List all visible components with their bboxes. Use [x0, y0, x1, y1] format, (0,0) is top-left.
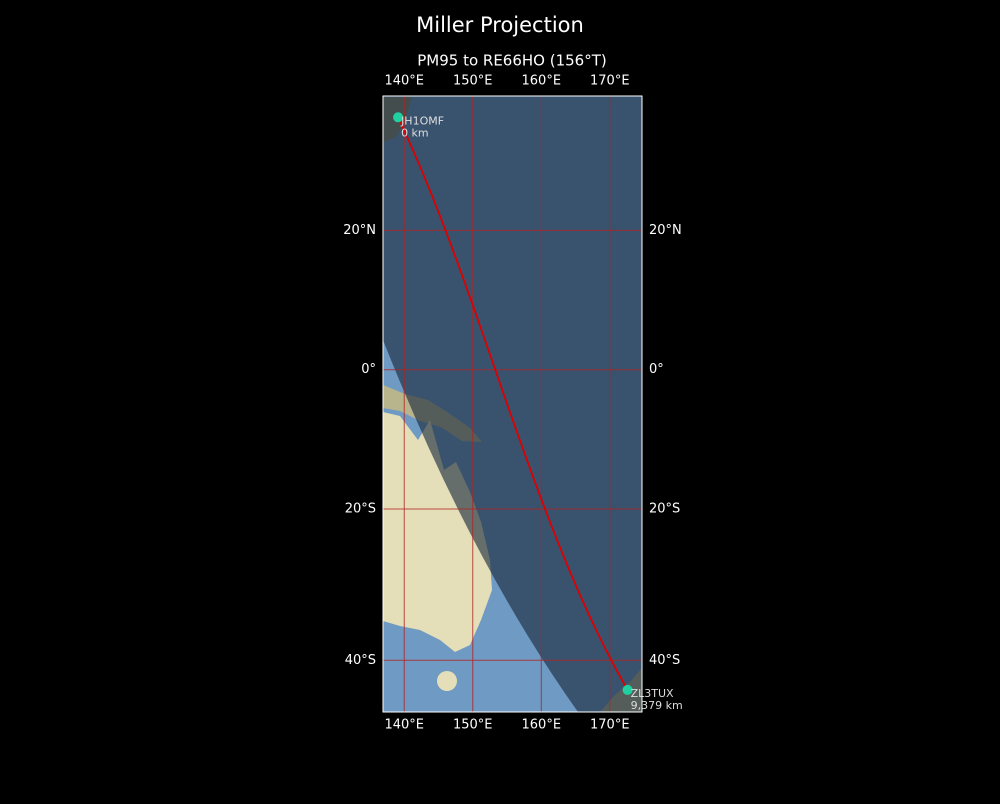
australia	[383, 412, 492, 652]
station-distance: 9,379 km	[631, 699, 683, 712]
y-tick-label: 40°S	[649, 653, 680, 668]
x-tick-label: 140°E	[384, 74, 424, 89]
y-tick-label: 20°S	[345, 502, 376, 517]
basemap	[383, 96, 642, 712]
x-tick-label: 150°E	[453, 718, 493, 733]
map-subtitle: PM95 to RE66HO (156°T)	[417, 52, 607, 70]
map-layer: 140°E 140°E 150°E 150°E 160°E 160°E 170°E 170°E…	[343, 74, 682, 733]
station-distance: 0 km	[401, 126, 429, 139]
y-tick-label: 40°S	[345, 653, 376, 668]
y-tick-label: 20°N	[343, 223, 376, 238]
station-label: JH1OMF	[400, 114, 444, 127]
station-point	[393, 112, 404, 123]
x-tick-label: 160°E	[522, 718, 562, 733]
y-tick-label: 0°	[649, 362, 664, 377]
y-tick-label: 0°	[361, 362, 376, 377]
station-point	[622, 684, 633, 695]
great-circle-path	[397, 116, 629, 691]
y-tick-label: 20°N	[649, 223, 682, 238]
x-tick-label: 150°E	[453, 74, 493, 89]
y-tick-label: 20°S	[649, 502, 680, 517]
frame	[382, 95, 643, 713]
night-shading	[383, 96, 642, 712]
x-tick-label: 170°E	[590, 718, 630, 733]
x-tick-label: 160°E	[522, 74, 562, 89]
x-tick-label: 140°E	[384, 718, 424, 733]
figure-title: Miller Projection	[416, 13, 584, 37]
station-label: ZL3TUX	[631, 687, 674, 700]
x-tick-label: 170°E	[590, 74, 630, 89]
tasmania	[437, 671, 457, 691]
